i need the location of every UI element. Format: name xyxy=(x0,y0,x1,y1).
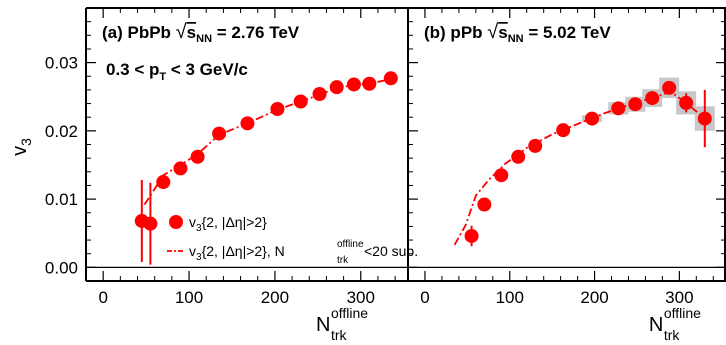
y-tick-label: 0.00 xyxy=(45,258,78,277)
data-point xyxy=(511,149,526,164)
data-point xyxy=(528,138,543,153)
x-axis-sup: offline xyxy=(331,305,368,321)
x-axis-sub: trk xyxy=(664,327,681,343)
panel-a: 0 100 200 300 0.00 0.01 0.02 0.03 (a) PbPb √sNN … xyxy=(9,7,418,343)
data-point xyxy=(697,111,712,126)
sqrt-symbol: √ xyxy=(487,21,498,43)
panel-energy: = 2.76 TeV xyxy=(212,23,300,42)
data-point xyxy=(240,116,255,131)
legend-entry-2b: <20 sub. xyxy=(364,243,418,259)
x-tick-label: 100 xyxy=(496,288,524,307)
legend2-pre: v xyxy=(189,243,196,259)
data-point xyxy=(477,197,492,212)
data-point xyxy=(156,175,171,190)
data-point xyxy=(329,80,344,95)
data-point xyxy=(679,95,694,110)
data-point xyxy=(662,80,677,95)
legend-entry-1: v3{2, |Δη|>2} xyxy=(189,214,267,234)
data-point xyxy=(312,86,327,101)
x-tick-label: 100 xyxy=(175,288,203,307)
x-axis-main: N xyxy=(316,314,330,336)
y-axis-sub: 3 xyxy=(18,138,34,146)
panel-label: (b) pPb √sNN = 5.02 TeV xyxy=(424,21,611,45)
data-point xyxy=(173,161,188,176)
legend2-sub: 3 xyxy=(196,252,202,263)
x-axis-title: N xyxy=(316,314,330,336)
sqrt-sub: NN xyxy=(508,33,524,45)
panel-label-tag: (b) pPb xyxy=(424,23,487,42)
data-point xyxy=(293,94,308,109)
y-axis-main: v xyxy=(9,146,31,156)
panel-label: (a) PbPb √sNN = 2.76 TeV xyxy=(102,21,300,45)
legend2-sub2: trk xyxy=(337,255,349,266)
legend1-sub: 3 xyxy=(196,223,202,234)
x-tick-label: 0 xyxy=(420,288,429,307)
sqrt-symbol: √ xyxy=(176,21,187,43)
data-point xyxy=(270,102,285,117)
sqrt-s: s xyxy=(498,23,507,42)
cut-pre: 0.3 < p xyxy=(106,60,159,79)
x-tick-label: 300 xyxy=(665,288,693,307)
y-tick-label: 0.02 xyxy=(45,122,78,141)
legend2-post: {2, |Δη|>2}, N xyxy=(202,243,285,259)
cut-post: < 3 GeV/c xyxy=(166,60,248,79)
y-tick-label: 0.01 xyxy=(45,190,78,209)
x-tick-label: 0 xyxy=(98,288,107,307)
panel-energy: = 5.02 TeV xyxy=(524,23,612,42)
series-line-sub xyxy=(453,90,706,246)
sqrt-s: s xyxy=(187,23,196,42)
data-point xyxy=(143,216,158,231)
data-point xyxy=(645,91,660,106)
data-point xyxy=(494,168,509,183)
legend1-pre: v xyxy=(189,214,196,230)
x-tick-label: 300 xyxy=(347,288,375,307)
data-point xyxy=(362,76,377,91)
data-point xyxy=(611,101,626,116)
data-point xyxy=(190,149,205,164)
y-tick-label: 0.03 xyxy=(45,54,78,73)
y-axis-title: v3 xyxy=(9,138,34,156)
data-point xyxy=(346,77,361,92)
legend1-post: {2, |Δη|>2} xyxy=(202,214,268,230)
x-axis-title: N xyxy=(649,314,663,336)
x-axis-sup: offline xyxy=(664,305,701,321)
data-point xyxy=(628,97,643,112)
legend-marker xyxy=(169,215,183,229)
panel-b: 0 100 200 300 (b) pPb √sNN = 5.02 TeV Nofflin… xyxy=(407,7,726,343)
x-axis-sub: trk xyxy=(331,327,348,343)
sqrt-sub: NN xyxy=(196,33,212,45)
x-axis-main: N xyxy=(649,314,663,336)
data-point xyxy=(383,71,398,86)
series-line-sub xyxy=(143,78,391,206)
legend-entry-2: v3{2, |Δη|>2}, N xyxy=(189,243,285,263)
panel-label-tag: (a) PbPb xyxy=(102,23,176,42)
data-point xyxy=(585,111,600,126)
data-point xyxy=(556,123,571,138)
data-point xyxy=(464,228,479,243)
cut-label: 0.3 < pT < 3 GeV/c xyxy=(106,60,248,83)
x-tick-label: 200 xyxy=(580,288,608,307)
cut-sub: T xyxy=(159,71,166,83)
legend2-sup: offline xyxy=(337,239,364,250)
x-tick-label: 200 xyxy=(261,288,289,307)
data-point xyxy=(212,126,227,141)
